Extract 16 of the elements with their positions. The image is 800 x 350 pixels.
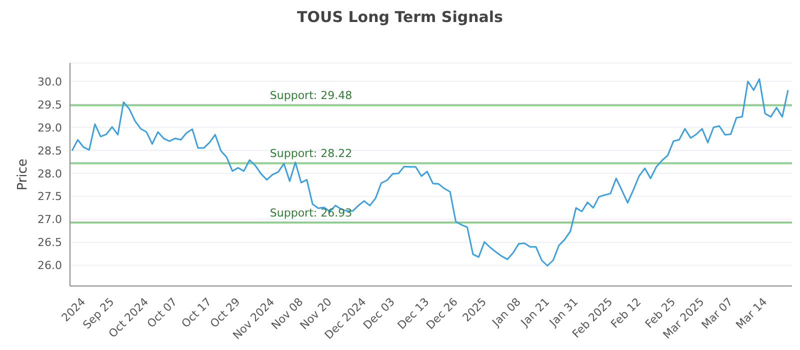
y-tick-label: 30.0 xyxy=(38,75,62,88)
y-tick-label: 27.0 xyxy=(38,213,62,226)
y-tick-label: 29.0 xyxy=(38,121,62,134)
y-axis-title: Price xyxy=(16,158,31,190)
y-tick-label: 29.5 xyxy=(38,98,62,112)
y-tick-label: 26.5 xyxy=(38,236,62,250)
ref-line-label: Support: 28.22 xyxy=(270,147,352,160)
y-tick-label: 27.5 xyxy=(38,190,62,204)
chart-title: TOUS Long Term Signals xyxy=(296,8,504,28)
x-tick-label: Mar 14 xyxy=(733,295,770,332)
y-tick-label: 28.0 xyxy=(38,167,62,180)
ref-line-label: Support: 29.48 xyxy=(270,89,352,102)
y-tick-label: 26.0 xyxy=(38,259,62,272)
ref-line-label: Support: 26.93 xyxy=(270,206,352,220)
line-series xyxy=(71,78,789,267)
y-tick-label: 28.5 xyxy=(38,144,62,158)
